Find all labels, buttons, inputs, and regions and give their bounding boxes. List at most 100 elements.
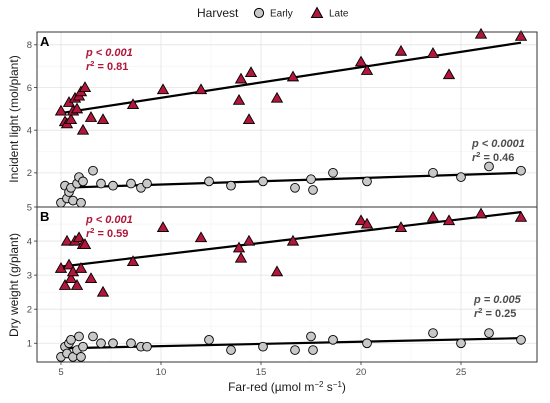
legend-label-early: Early	[270, 9, 293, 20]
point-late	[474, 27, 488, 39]
panel-a-late-r2: r2 = 0.81	[86, 59, 128, 74]
point-late	[78, 81, 92, 92]
panel-b-border	[36, 206, 538, 363]
panel-b-grid	[37, 206, 537, 362]
point-early	[74, 331, 84, 342]
point-early	[88, 165, 98, 176]
point-early	[126, 178, 136, 189]
panel-b-early-p: p = 0.005	[473, 294, 522, 306]
panel-a-y-axis-title: Incident light (mol/plant)	[7, 55, 21, 182]
point-late	[354, 55, 368, 67]
point-early	[308, 185, 318, 195]
panel-b-early-r2: r2 = 0.25	[474, 306, 516, 321]
point-early	[484, 161, 494, 172]
point-late	[156, 83, 170, 95]
y-tick-label: 2	[27, 304, 32, 315]
point-late	[194, 83, 208, 95]
panel-b-tag: B	[40, 209, 49, 224]
point-late	[194, 231, 208, 243]
panel-a: 2 4 6 8 A p < 0.001 r2 = 0.81 p < 0.0001 r2…	[7, 27, 538, 208]
x-tick-label: 15	[256, 367, 267, 378]
point-late	[74, 262, 88, 273]
point-late	[62, 258, 76, 270]
point-early	[96, 338, 106, 349]
point-early	[142, 178, 152, 189]
point-late	[64, 272, 78, 284]
point-early	[290, 345, 300, 355]
point-early	[290, 182, 300, 193]
point-early	[108, 338, 118, 349]
point-late	[64, 113, 78, 125]
y-tick-label: 4	[27, 125, 32, 136]
point-late	[78, 238, 92, 249]
panel-b-background	[37, 207, 537, 362]
panel-b-late-p: p < 0.001	[85, 214, 133, 226]
point-early	[328, 168, 338, 178]
panel-b-y-ticks: 1 2 3 4 5	[27, 202, 37, 350]
point-late	[234, 251, 248, 263]
point-early	[328, 335, 338, 345]
point-late	[232, 93, 246, 105]
point-late	[232, 241, 246, 253]
point-early	[428, 168, 438, 178]
y-tick-label: 1	[27, 339, 32, 350]
panel-a-tag: A	[40, 34, 50, 49]
point-late	[394, 44, 408, 56]
panel-a-grid	[37, 32, 537, 207]
point-early	[258, 341, 268, 352]
legend: Harvest Early Late	[197, 6, 349, 20]
point-early	[306, 174, 316, 185]
point-late	[244, 66, 258, 78]
x-tick-label: 10	[156, 367, 167, 378]
y-tick-label: 2	[27, 168, 32, 179]
point-early	[88, 331, 98, 342]
point-early	[108, 180, 118, 191]
point-early	[76, 352, 86, 362]
point-late	[474, 207, 488, 219]
point-early	[516, 165, 526, 176]
y-tick-label: 3	[27, 270, 32, 281]
point-late	[442, 214, 456, 226]
point-late	[242, 234, 256, 246]
point-late	[234, 72, 248, 84]
x-axis-title: Far-red (µmol m−2 s−1)	[228, 380, 346, 395]
panel-a-early-r2: r2 = 0.46	[472, 150, 514, 165]
y-tick-label: 8	[27, 40, 32, 51]
panel-b-points	[54, 207, 528, 362]
point-late	[96, 285, 110, 297]
point-late	[270, 91, 284, 103]
point-late	[72, 231, 86, 243]
point-early	[76, 197, 86, 208]
point-late	[96, 113, 110, 125]
panel-a-late-p: p < 0.001	[85, 47, 133, 59]
point-late	[54, 104, 68, 116]
point-early	[78, 341, 88, 352]
point-late	[84, 111, 98, 122]
point-early	[204, 176, 214, 187]
point-early	[68, 195, 78, 206]
point-late	[442, 68, 456, 80]
legend-marker-late	[310, 6, 324, 18]
point-early	[362, 176, 372, 187]
point-late	[156, 221, 170, 232]
point-early	[66, 335, 76, 345]
point-late	[514, 29, 528, 41]
point-late	[270, 265, 284, 277]
point-late	[126, 98, 140, 110]
panel-b-y-axis-title: Dry weight (g/plant)	[7, 233, 21, 337]
panel-a-y-ticks: 2 4 6 8	[27, 40, 37, 179]
y-tick-label: 6	[27, 83, 32, 94]
point-early	[226, 180, 236, 191]
point-late	[84, 272, 98, 284]
point-late	[66, 265, 80, 277]
panel-a-early-p: p < 0.0001	[471, 138, 525, 150]
point-late	[54, 262, 68, 273]
point-early	[226, 345, 236, 355]
y-tick-label: 4	[27, 236, 32, 247]
point-early	[308, 345, 318, 355]
x-tick-label: 5	[58, 367, 63, 378]
point-late	[70, 279, 84, 290]
y-tick-label: 5	[27, 202, 32, 213]
point-early	[96, 178, 106, 189]
x-tick-label: 20	[356, 367, 367, 378]
